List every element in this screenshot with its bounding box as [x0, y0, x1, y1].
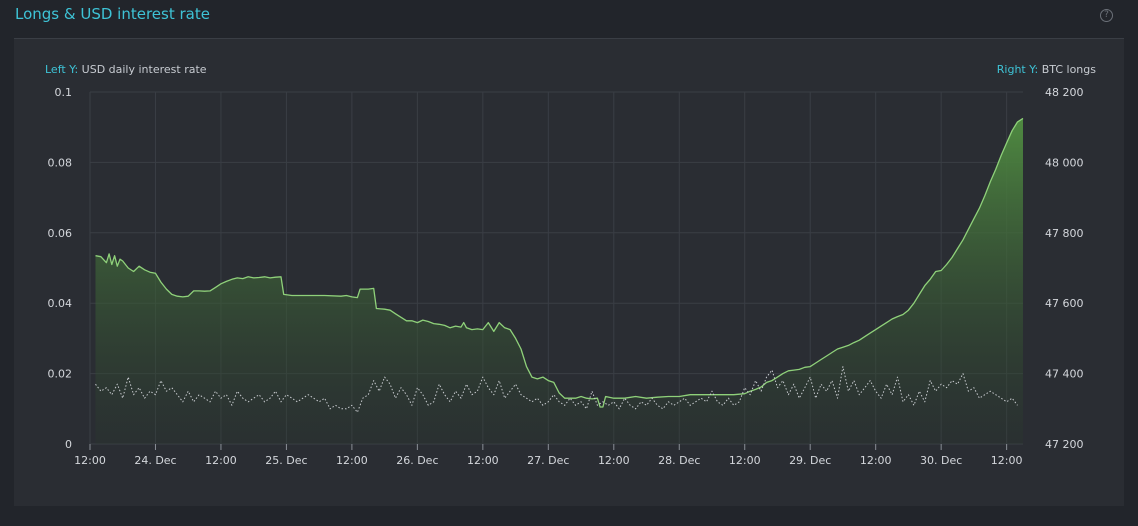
x-tick-label: 12:00: [991, 454, 1023, 467]
right-axis-label: BTC longs: [1041, 63, 1096, 76]
left-y-tick-label: 0.08: [48, 156, 73, 169]
x-tick-label: 12:00: [467, 454, 499, 467]
left-axis-caption: Left Y: USD daily interest rate: [45, 63, 207, 76]
left-y-tick-label: 0.04: [48, 297, 73, 310]
right-y-tick-label: 47 200: [1045, 438, 1084, 451]
btc-longs-line: [95, 117, 1024, 408]
x-tick-label: 12:00: [74, 454, 106, 467]
series-layer: [95, 117, 1024, 445]
left-y-tick-label: 0.02: [48, 368, 73, 381]
x-tick-label: 12:00: [860, 454, 892, 467]
x-tick-label: 26. Dec: [396, 454, 438, 467]
x-tick-label: 27. Dec: [527, 454, 569, 467]
tick-labels: 0 47 200 0.02 47 400 0.04 47 600 0.06 47 800 0.0…: [48, 86, 1084, 467]
right-y-tick-label: 48 200: [1045, 86, 1084, 99]
left-axis-key: Left Y:: [45, 63, 79, 76]
x-tick-label: 24. Dec: [134, 454, 176, 467]
right-y-tick-label: 48 000: [1045, 156, 1084, 169]
x-tick-label: 12:00: [598, 454, 630, 467]
x-tick-label: 25. Dec: [265, 454, 307, 467]
x-tick-label: 30. Dec: [920, 454, 962, 467]
x-tick-label: 28. Dec: [658, 454, 700, 467]
right-y-tick-label: 47 400: [1045, 368, 1084, 381]
right-axis-key: Right Y:: [996, 63, 1039, 76]
right-axis-caption: Right Y: BTC longs: [997, 63, 1096, 76]
left-y-tick-label: 0.06: [48, 227, 73, 240]
x-tick-label: 12:00: [729, 454, 761, 467]
left-axis-label: USD daily interest rate: [81, 63, 207, 76]
btc-longs-area: [95, 118, 1023, 445]
left-y-tick-label: 0: [65, 438, 72, 451]
left-y-tick-label: 0.1: [55, 86, 73, 99]
x-tick-label: 12:00: [336, 454, 368, 467]
right-y-tick-label: 47 800: [1045, 227, 1084, 240]
x-tick-label: 29. Dec: [789, 454, 831, 467]
right-y-tick-label: 47 600: [1045, 297, 1084, 310]
usd-interest-rate-line: [95, 366, 1018, 413]
x-tick-label: 12:00: [205, 454, 237, 467]
question-circle-icon[interactable]: ?: [1100, 9, 1113, 22]
chart-title: Longs & USD interest rate: [15, 5, 210, 23]
